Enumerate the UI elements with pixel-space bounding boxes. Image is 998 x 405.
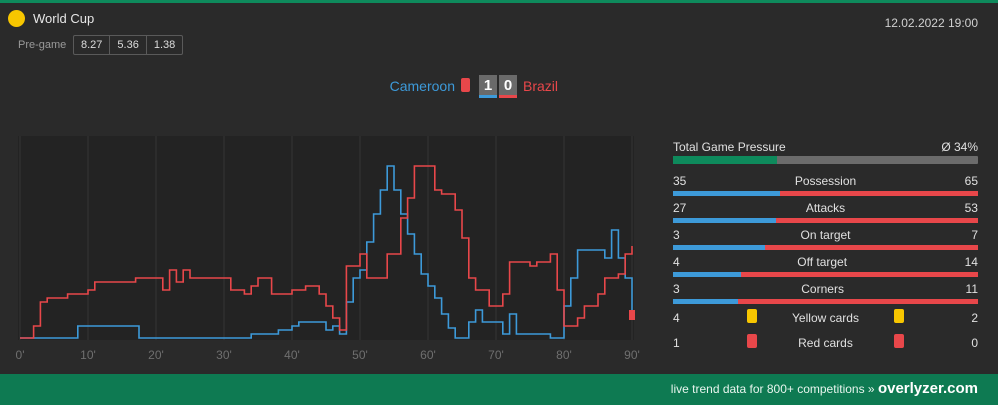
x-tick-label: 70' xyxy=(488,348,504,362)
stat-labels: 3 Corners 11 xyxy=(673,278,978,296)
card-home-count: 4 xyxy=(673,311,680,325)
stat-bar xyxy=(673,218,978,223)
pressure-average: Ø 34% xyxy=(941,140,978,154)
away-team-name[interactable]: Brazil xyxy=(523,78,559,94)
odds-away[interactable]: 1.38 xyxy=(153,39,176,51)
stat-bar-home xyxy=(673,191,780,196)
x-tick-label: 30' xyxy=(216,348,232,362)
footer-brand-link[interactable]: overlyzer.com xyxy=(877,380,978,397)
stat-row: 3 Corners 11 xyxy=(673,278,978,305)
stat-label: On target xyxy=(800,228,851,242)
stat-home-value: 3 xyxy=(673,228,680,242)
away-score: 0 xyxy=(499,75,517,98)
stat-row: 3 On target 7 xyxy=(673,224,978,251)
stat-home-value: 3 xyxy=(673,282,680,296)
stat-row: 27 Attacks 53 xyxy=(673,197,978,224)
chart-background xyxy=(18,136,634,340)
stat-away-value: 65 xyxy=(964,174,978,188)
stat-bar-home xyxy=(673,245,765,250)
footer-tagline: live trend data for 800+ competitions » xyxy=(670,382,875,396)
stat-row: 4 Off target 14 xyxy=(673,251,978,278)
x-tick-label: 60' xyxy=(420,348,436,362)
red-card-icon xyxy=(747,334,757,348)
stat-away-value: 53 xyxy=(964,201,978,215)
stat-bar-home xyxy=(673,218,776,223)
stat-label: Possession xyxy=(794,174,857,188)
stat-away-value: 7 xyxy=(971,228,978,242)
pressure-bar xyxy=(673,156,978,164)
stat-bar xyxy=(673,272,978,277)
card-label: Red cards xyxy=(798,336,853,350)
stat-row: 35 Possession 65 xyxy=(673,170,978,197)
footer-text[interactable]: live trend data for 800+ competitions » … xyxy=(671,380,978,397)
stat-home-value: 4 xyxy=(673,255,680,269)
stat-label: Attacks xyxy=(805,201,846,215)
stat-away-value: 11 xyxy=(965,282,978,296)
x-tick-label: 80' xyxy=(556,348,572,362)
pressure-trend-chart: 0' 10' 20' 30' 40' 50' 60' 70' 80' 90' xyxy=(16,136,640,362)
odds-home[interactable]: 8.27 xyxy=(74,36,111,54)
x-tick-label: 10' xyxy=(80,348,96,362)
x-tick-label: 40' xyxy=(284,348,300,362)
home-pressure-line xyxy=(20,165,633,339)
stat-labels: 35 Possession 65 xyxy=(673,170,978,188)
x-tick-label: 90' xyxy=(624,348,640,362)
card-home-count: 1 xyxy=(673,336,680,350)
stat-labels: 4 Off target 14 xyxy=(673,251,978,269)
stat-home-value: 35 xyxy=(673,174,687,188)
pregame-odds: 8.27 5.36 1.38 xyxy=(73,35,184,55)
stat-bar xyxy=(673,245,978,250)
match-datetime: 12.02.2022 19:00 xyxy=(884,16,978,30)
competition-dot-icon xyxy=(8,10,25,27)
pressure-bar-fill xyxy=(673,156,777,164)
stat-home-value: 27 xyxy=(673,201,687,215)
stat-bar-home xyxy=(673,299,739,304)
pressure-header: Total Game Pressure Ø 34% xyxy=(673,140,978,154)
x-tick-label: 20' xyxy=(148,348,164,362)
card-away-count: 0 xyxy=(971,336,978,350)
stat-label: Corners xyxy=(801,282,844,296)
yellow-card-icon xyxy=(894,309,904,323)
red-card-icon xyxy=(461,78,470,92)
stats-panel: Total Game Pressure Ø 34% 35 Possession 65… xyxy=(673,140,978,355)
stat-away-value: 14 xyxy=(964,255,978,269)
card-label: Yellow cards xyxy=(792,311,859,325)
stat-label: Off target xyxy=(797,255,848,269)
competition-name[interactable]: World Cup xyxy=(33,11,95,26)
stat-bar xyxy=(673,191,978,196)
home-score: 1 xyxy=(479,75,497,98)
odds-draw[interactable]: 5.36 xyxy=(110,36,147,54)
x-tick-label: 0' xyxy=(16,348,25,362)
red-card-icon xyxy=(894,334,904,348)
red-card-marker xyxy=(629,310,635,320)
yellow-card-icon xyxy=(747,309,757,323)
home-team-name[interactable]: Cameroon xyxy=(389,78,455,94)
card-away-count: 2 xyxy=(971,311,978,325)
footer-banner[interactable]: live trend data for 800+ competitions » … xyxy=(0,374,998,405)
pressure-label: Total Game Pressure xyxy=(673,140,786,154)
pregame-label: Pre-game xyxy=(18,39,67,51)
top-accent-bar xyxy=(0,0,998,3)
stat-bar xyxy=(673,299,978,304)
stat-labels: 3 On target 7 xyxy=(673,224,978,242)
stat-labels: 27 Attacks 53 xyxy=(673,197,978,215)
x-tick-label: 50' xyxy=(352,348,368,362)
card-row: 4 Yellow cards 2 xyxy=(673,305,978,330)
stat-bar-home xyxy=(673,272,741,277)
card-row: 1 Red cards 0 xyxy=(673,330,978,355)
away-pressure-line xyxy=(20,165,633,339)
